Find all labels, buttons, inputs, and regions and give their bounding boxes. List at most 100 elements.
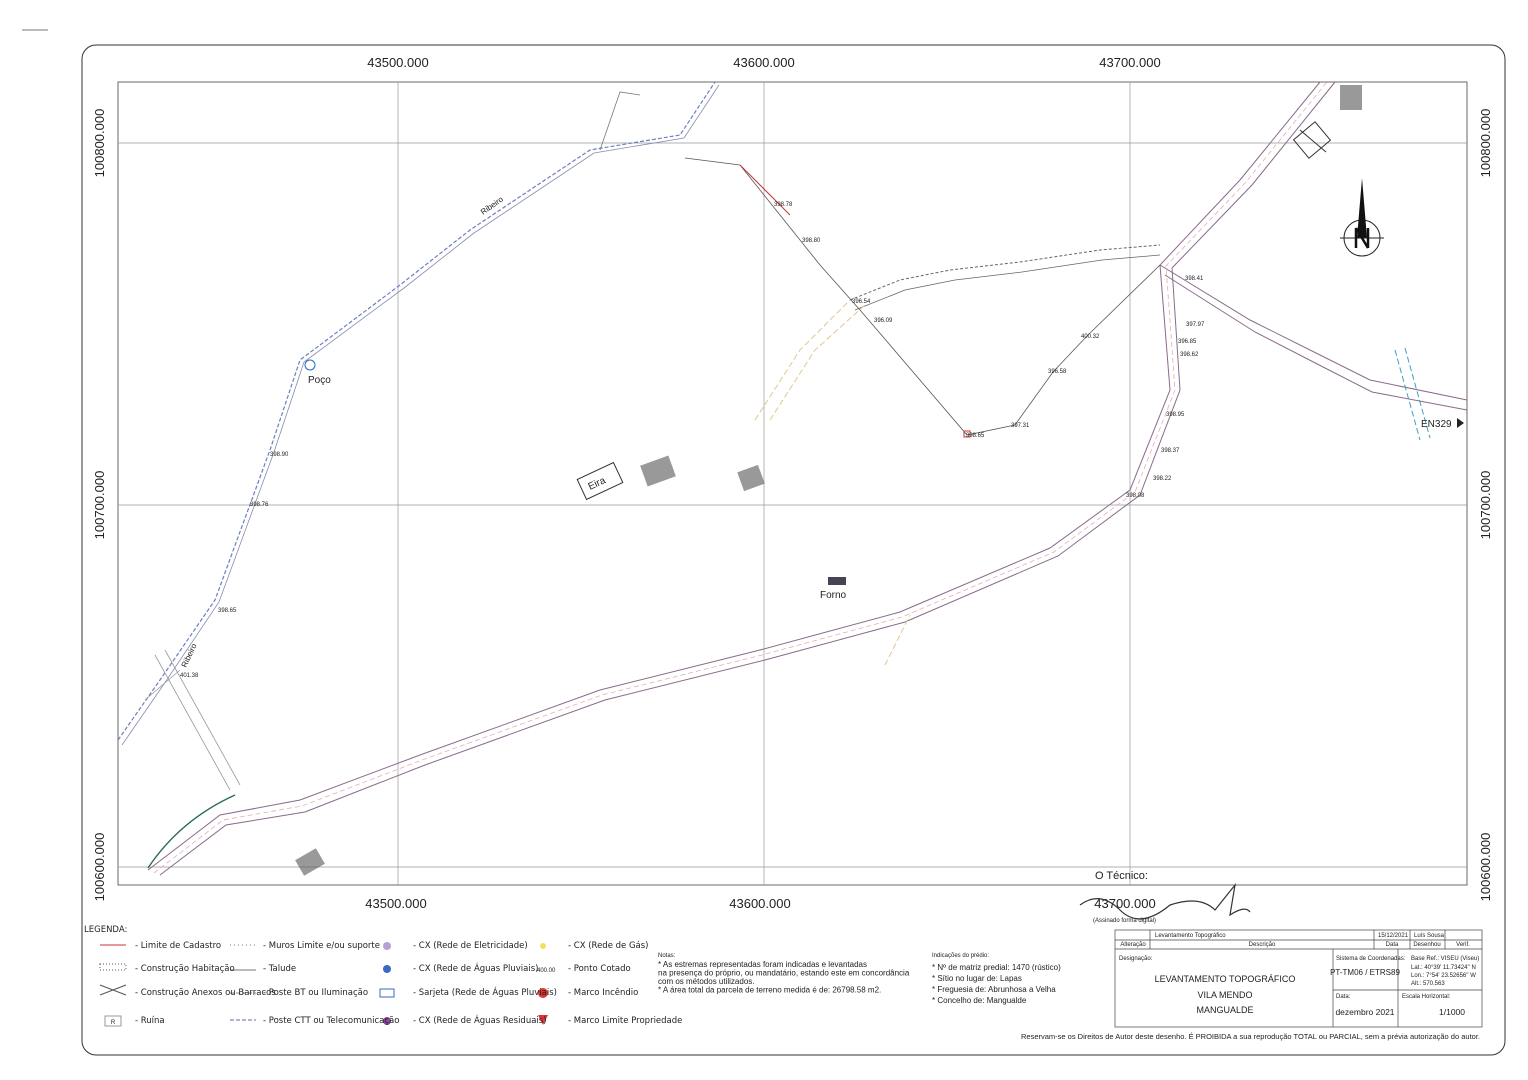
building-line: * Concelho de: Mangualde <box>932 996 1027 1005</box>
elevation-label: 396.54 <box>852 299 871 305</box>
elevation-label: 397.97 <box>1186 322 1205 328</box>
cadastre-line <box>739 164 791 216</box>
y-coord-right: 100600.000 <box>1478 833 1493 902</box>
designation-label: Designação: <box>1119 956 1153 962</box>
buildings <box>295 85 1362 876</box>
x-coord-bottom: 43500.000 <box>365 896 426 911</box>
base-ref: Lon.: 7°54' 23.52656'' W <box>1411 973 1476 979</box>
dashed-track <box>1404 347 1431 439</box>
elevation-label: 400.32 <box>1081 334 1100 340</box>
legend-symbol-text: R <box>111 1020 116 1026</box>
wall <box>849 244 1161 301</box>
y-coord-left: 100700.000 <box>92 471 107 540</box>
north-letter <box>1354 227 1370 249</box>
building-line: * Sítio no lugar de: Lapas <box>932 974 1022 983</box>
map-frame <box>117 81 1468 886</box>
legend-label: - Marco Incêndio <box>568 987 638 998</box>
y-coord-left: 100600.000 <box>92 833 107 902</box>
dashed-track <box>754 299 851 421</box>
header-text: Descrição <box>1249 942 1276 948</box>
note-line: * A área total da parcela de terreno med… <box>658 986 881 995</box>
dashed-track <box>1394 349 1421 441</box>
road-edge <box>1159 264 1468 401</box>
project-title: MANGUALDE <box>1196 1005 1253 1015</box>
legend-label: - Sarjeta (Rede de Águas Pluviais) <box>413 986 557 998</box>
legend-symbol <box>538 1015 548 1025</box>
legend-label: - Marco Limite Propriedade <box>568 1016 682 1026</box>
elevation-label: 398.65 <box>218 608 237 614</box>
base-ref: Alt.: 570.563 <box>1411 981 1445 987</box>
header-text: Verif. <box>1456 942 1470 948</box>
elevation-label: 397.31 <box>1011 423 1030 429</box>
oven <box>828 577 846 585</box>
header-text: Desenhou <box>1413 942 1440 948</box>
legend-symbol <box>383 1017 391 1025</box>
elevation-label: 396.85 <box>1178 339 1197 345</box>
project-title: VILA MENDO <box>1197 990 1252 1000</box>
place-label: Forno <box>820 590 847 601</box>
building <box>295 848 325 876</box>
title-block-frame <box>1114 929 1483 1028</box>
elevation-label: 396.09 <box>874 318 893 324</box>
north-needle <box>1357 178 1367 238</box>
legend: LEGENDA: R 400.00 <box>84 925 556 1027</box>
revision-text: 15/12/2021 <box>1378 933 1409 939</box>
elevation-label: 398.37 <box>1161 448 1180 454</box>
elevation-label: 396.58 <box>1048 369 1067 375</box>
title-block <box>1114 929 1483 1028</box>
legend-label: - Ponto Cotado <box>568 964 631 974</box>
building <box>737 464 765 492</box>
project-title: LEVANTAMENTO TOPOGRÁFICO <box>1155 974 1296 984</box>
header-text: Alteração <box>1120 942 1146 948</box>
road-edge <box>159 81 1336 876</box>
road-edge <box>1164 274 1468 411</box>
legend-label: - Construção Habitação <box>135 964 235 974</box>
threshing-floor <box>576 461 624 501</box>
building <box>1340 85 1362 110</box>
legend-symbol <box>99 963 127 971</box>
place-label: Poço <box>308 375 331 386</box>
building-line: * Nº de matriz predial: 1470 (rústico) <box>932 963 1061 972</box>
dashed-track <box>769 304 866 421</box>
cadastre-line <box>684 157 1161 436</box>
legend-label: - Talude <box>263 964 296 974</box>
elevation-label: 398.41 <box>1185 276 1204 282</box>
road-arrow <box>1457 418 1464 428</box>
coord-system-label: Sistema de Coordenadas: <box>1336 956 1406 962</box>
x-coord-bottom: 43700.000 <box>1094 896 1155 911</box>
annex-cross <box>1299 129 1327 153</box>
legend-symbol <box>383 942 391 950</box>
legend-label: - Ruína <box>135 1016 165 1026</box>
scale-label: Escala Horizontal: <box>1402 994 1451 1000</box>
well <box>304 359 316 371</box>
x-coord-top: 43600.000 <box>733 55 794 70</box>
legend-label: - Poste CTT ou Telecomunicação <box>263 1016 399 1026</box>
elevation-label: 398.90 <box>270 452 289 458</box>
base-ref: Lat.: 40°39' 11.73424'' N <box>1411 965 1476 971</box>
property-arc <box>147 794 236 869</box>
dashed-track <box>884 614 911 666</box>
legend-label: - Poste BT ou Iluminação <box>263 988 368 998</box>
wall <box>854 254 1161 311</box>
legend-label: - Muros Limite e/ou suporte <box>263 941 380 951</box>
header-text: Data <box>1386 942 1399 948</box>
elevation-label: 398.22 <box>1153 476 1172 482</box>
sheet-frame <box>81 44 1506 1056</box>
stream <box>117 81 720 746</box>
elevation-label: 398.65 <box>966 433 985 439</box>
annex <box>1292 121 1332 159</box>
boundaries <box>684 157 1431 666</box>
signature-note: (Assinado forma digital) <box>1093 918 1156 924</box>
notes-title: Notas: <box>658 953 676 959</box>
revision-text: Luís Sousa <box>1414 933 1445 939</box>
legend-symbol <box>540 943 546 949</box>
building-line: * Freguesia de: Abrunhosa a Velha <box>932 985 1056 994</box>
building <box>640 455 676 487</box>
notes: Notas:* As estremas representadas foram … <box>658 953 910 995</box>
grid <box>118 82 1467 885</box>
note-line: * As estremas representadas foram indica… <box>658 960 867 969</box>
legend-symbol <box>383 965 391 973</box>
elevation-label: 398.78 <box>774 202 793 208</box>
legend-symbol <box>538 988 548 998</box>
